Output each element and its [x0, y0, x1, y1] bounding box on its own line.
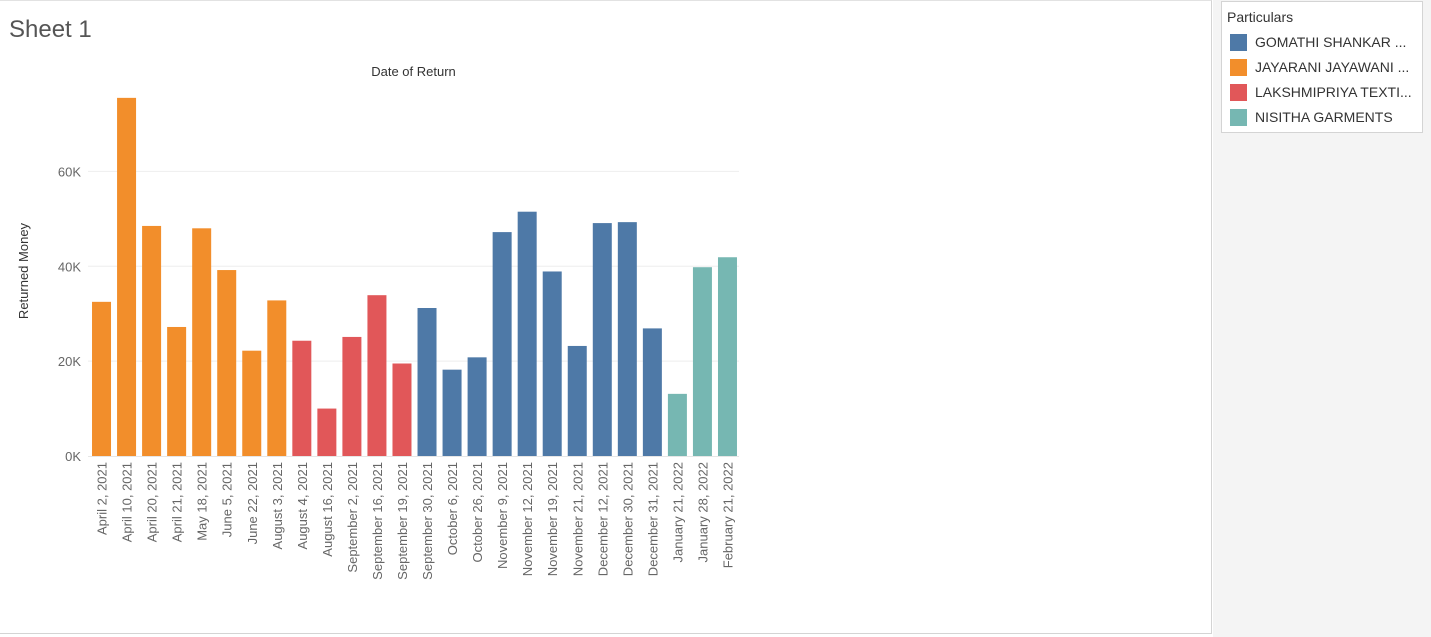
x-tick-label: September 19, 2021	[395, 462, 410, 580]
x-tick-label: April 10, 2021	[120, 462, 135, 542]
x-tick-label: December 31, 2021	[645, 462, 660, 576]
bar[interactable]	[417, 308, 437, 456]
bar[interactable]	[392, 363, 412, 457]
bar[interactable]	[192, 228, 212, 456]
bar[interactable]	[317, 408, 337, 456]
legend-swatch	[1230, 34, 1247, 51]
bar[interactable]	[117, 97, 137, 456]
bar[interactable]	[342, 336, 362, 456]
legend-swatch	[1230, 59, 1247, 76]
bar[interactable]	[667, 393, 687, 456]
legend-title: Particulars	[1227, 9, 1294, 25]
x-tick-label: October 6, 2021	[445, 462, 460, 555]
bar[interactable]	[442, 369, 462, 456]
legend-label: LAKSHMIPRIYA TEXTI...	[1255, 84, 1412, 100]
bar[interactable]	[242, 350, 262, 456]
bar[interactable]	[717, 257, 737, 456]
bar[interactable]	[542, 271, 562, 456]
legend-item[interactable]: GOMATHI SHANKAR ...	[1230, 32, 1420, 52]
legend-swatch	[1230, 109, 1247, 126]
y-tick-label: 60K	[58, 164, 81, 179]
x-tick-label: February 21, 2022	[720, 462, 735, 568]
legend-label: NISITHA GARMENTS	[1255, 109, 1393, 125]
bar[interactable]	[592, 223, 612, 456]
legend: Particulars GOMATHI SHANKAR ... JAYARANI…	[1221, 1, 1423, 133]
bar[interactable]	[467, 357, 487, 456]
bar[interactable]	[142, 225, 162, 456]
x-tick-label: January 21, 2022	[670, 462, 685, 562]
x-tick-label: August 16, 2021	[320, 462, 335, 557]
legend-label: GOMATHI SHANKAR ...	[1255, 34, 1407, 50]
legend-label: JAYARANI JAYAWANI ...	[1255, 59, 1410, 75]
y-axis-title: Returned Money	[16, 222, 31, 319]
x-tick-label: October 26, 2021	[470, 462, 485, 562]
x-tick-label: January 28, 2022	[695, 462, 710, 562]
x-tick-label: November 9, 2021	[495, 462, 510, 569]
bar[interactable]	[617, 222, 637, 456]
x-tick-label: November 21, 2021	[570, 462, 585, 576]
x-tick-label: November 19, 2021	[545, 462, 560, 576]
legend-item[interactable]: LAKSHMIPRIYA TEXTI...	[1230, 82, 1420, 102]
chart-title: Date of Return	[371, 64, 456, 79]
x-tick-label: November 12, 2021	[520, 462, 535, 576]
x-tick-label: May 18, 2021	[195, 462, 210, 541]
x-tick-label: April 21, 2021	[170, 462, 185, 542]
x-tick-label: September 16, 2021	[370, 462, 385, 580]
bar[interactable]	[92, 301, 112, 456]
legend-item[interactable]: JAYARANI JAYAWANI ...	[1230, 57, 1420, 77]
x-tick-label: June 5, 2021	[220, 462, 235, 537]
y-tick-label: 0K	[65, 449, 81, 464]
bar[interactable]	[217, 270, 237, 456]
x-tick-label: June 22, 2021	[245, 462, 260, 544]
bar[interactable]	[167, 326, 187, 456]
sheet-title: Sheet 1	[9, 16, 92, 43]
x-tick-label: April 2, 2021	[95, 462, 110, 535]
legend-item[interactable]: NISITHA GARMENTS	[1230, 107, 1420, 127]
x-tick-label: August 3, 2021	[270, 462, 285, 549]
worksheet-frame	[0, 0, 1212, 634]
y-tick-label: 40K	[58, 259, 81, 274]
bar[interactable]	[492, 232, 512, 456]
bar[interactable]	[642, 328, 662, 456]
bar-chart: Date of Return Returned Money 0K 20K 40K 60…	[16, 64, 739, 580]
bars	[92, 97, 737, 457]
bar[interactable]	[567, 345, 587, 456]
bar[interactable]	[517, 211, 537, 456]
bar[interactable]	[367, 295, 387, 456]
x-tick-label: December 12, 2021	[595, 462, 610, 576]
legend-swatch	[1230, 84, 1247, 101]
bar[interactable]	[267, 300, 287, 456]
x-tick-label: September 2, 2021	[345, 462, 360, 573]
x-axis-ticks: April 2, 2021 April 10, 2021 April 20, 202…	[95, 462, 736, 580]
bar[interactable]	[292, 340, 312, 456]
bar[interactable]	[692, 267, 712, 456]
x-tick-label: December 30, 2021	[620, 462, 635, 576]
x-tick-label: September 30, 2021	[420, 462, 435, 580]
x-tick-label: April 20, 2021	[145, 462, 160, 542]
x-tick-label: August 4, 2021	[295, 462, 310, 549]
y-axis-ticks: 0K 20K 40K 60K	[58, 164, 81, 464]
y-tick-label: 20K	[58, 354, 81, 369]
